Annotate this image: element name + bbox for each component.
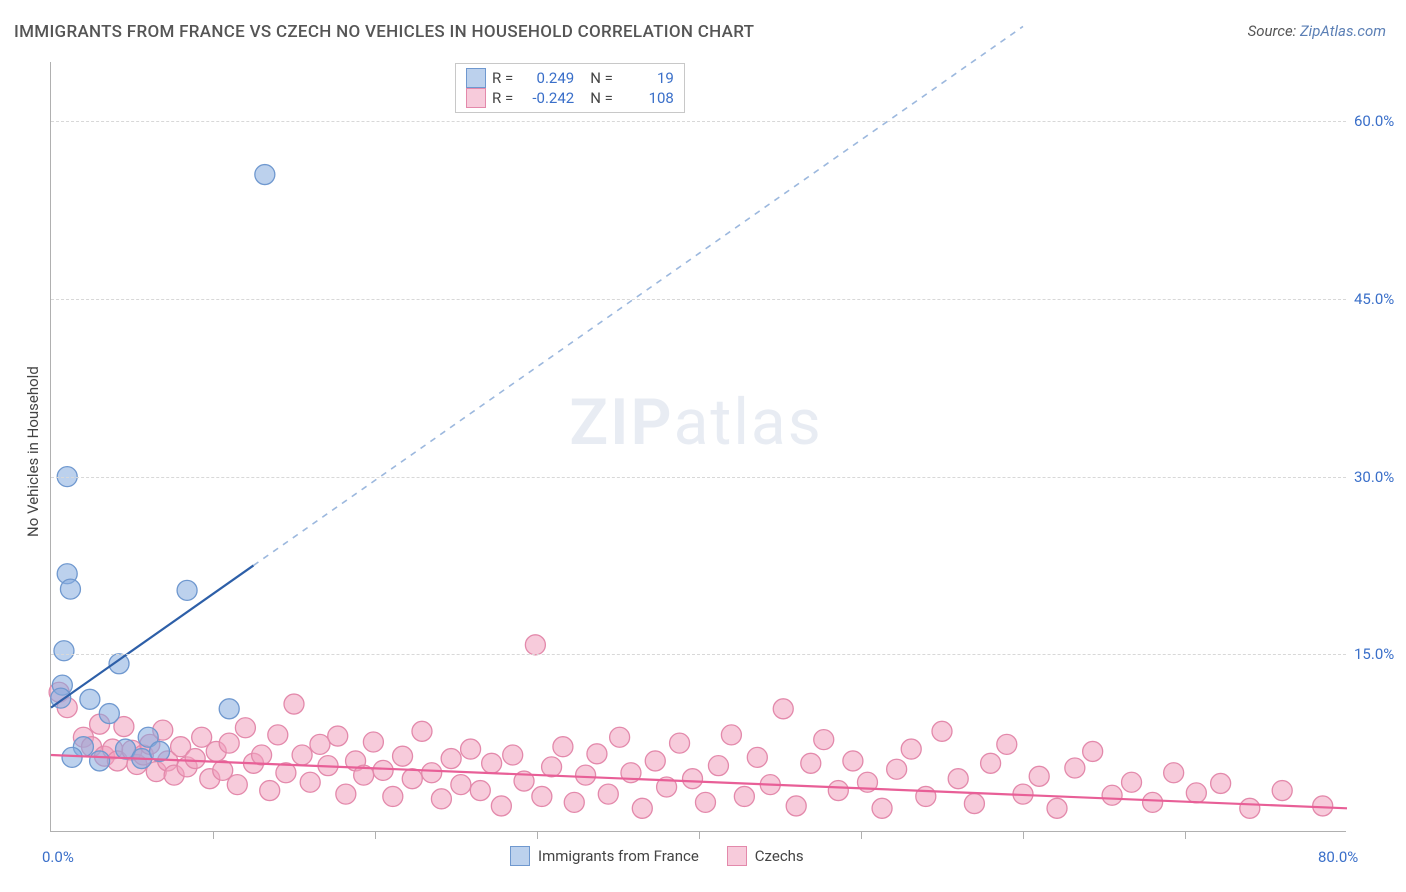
legend-r-france: 0.249 [519,69,574,87]
y-axis-label: No Vehicles in Household [24,366,42,537]
x-tick-mark [1023,831,1024,839]
x-tick-label: 0.0% [42,848,74,866]
legend-label-france: Immigrants from France [538,847,699,865]
chart-source: Source: ZipAtlas.com [1248,22,1386,40]
legend-swatch-france [466,68,486,88]
gridline [51,121,1346,122]
legend-item-czech: Czechs [727,846,804,866]
legend-n-france: 19 [619,69,674,87]
legend-n-label: N = [590,89,613,107]
gridline [51,477,1346,478]
x-tick-mark [213,831,214,839]
x-tick-mark [537,831,538,839]
legend-item-france: Immigrants from France [510,846,699,866]
legend-label-czech: Czechs [755,847,804,865]
legend-r-label: R = [492,89,513,107]
source-link[interactable]: ZipAtlas.com [1300,22,1386,40]
x-tick-mark [699,831,700,839]
x-tick-label: 80.0% [1318,848,1358,866]
correlation-legend: R = 0.249 N = 19 R = -0.242 N = 108 [455,63,685,113]
legend-n-label: N = [590,69,613,87]
x-tick-mark [861,831,862,839]
series-legend: Immigrants from France Czechs [510,846,804,866]
y-tick-label: 30.0% [1354,468,1394,486]
y-tick-label: 45.0% [1354,290,1394,308]
legend-n-czech: 108 [619,89,674,107]
legend-row-czech: R = -0.242 N = 108 [466,88,674,108]
legend-swatch-czech [727,846,747,866]
x-tick-mark [375,831,376,839]
chart-title: IMMIGRANTS FROM FRANCE VS CZECH NO VEHIC… [14,22,754,42]
legend-r-czech: -0.242 [519,89,574,107]
gridline [51,654,1346,655]
x-tick-mark [1185,831,1186,839]
legend-row-france: R = 0.249 N = 19 [466,68,674,88]
y-tick-label: 15.0% [1354,645,1394,663]
plot-area: ZIPatlas [50,62,1346,832]
legend-swatch-czech [466,88,486,108]
legend-r-label: R = [492,69,513,87]
gridline [51,299,1346,300]
legend-swatch-france [510,846,530,866]
y-tick-label: 60.0% [1354,112,1394,130]
chart-svg [51,62,1347,832]
source-label: Source: [1248,22,1297,40]
